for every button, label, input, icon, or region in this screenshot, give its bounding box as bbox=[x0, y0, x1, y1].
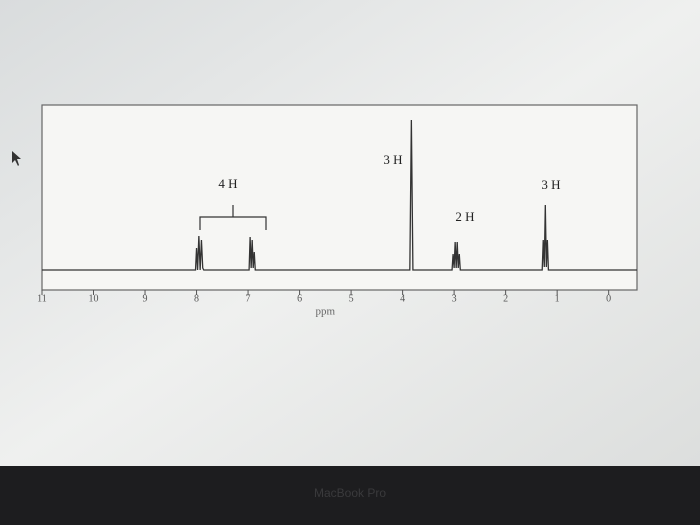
x-axis-label: ppm bbox=[316, 306, 336, 318]
integration-label: 3 H bbox=[541, 177, 560, 192]
device-label: MacBook Pro bbox=[314, 486, 386, 500]
x-tick-label: 5 bbox=[349, 293, 354, 304]
x-tick-label: 8 bbox=[194, 293, 199, 304]
integration-label: 4 H bbox=[218, 176, 237, 191]
x-tick-label: 3 bbox=[452, 293, 457, 304]
integration-label: 2 H bbox=[455, 209, 474, 224]
annotations: 4 H 3 H 2 H 3 H bbox=[218, 152, 560, 224]
x-tick-label: 7 bbox=[246, 293, 251, 304]
spectrum-line bbox=[42, 119, 637, 271]
x-tick-label: 2 bbox=[503, 293, 508, 304]
x-tick-label: 4 bbox=[400, 293, 405, 304]
integration-label: 3 H bbox=[383, 152, 402, 167]
x-tick-label: 0 bbox=[606, 293, 611, 304]
integration-bracket bbox=[199, 205, 267, 230]
x-tick-label: 9 bbox=[143, 293, 148, 304]
x-tick-label: 6 bbox=[297, 293, 302, 304]
bezel bbox=[0, 466, 700, 525]
x-tick-label: 1 bbox=[555, 293, 560, 304]
cursor bbox=[12, 151, 21, 166]
plot-frame bbox=[41, 104, 638, 291]
x-tick-label: 11 bbox=[37, 293, 47, 304]
x-tick-label: 10 bbox=[89, 293, 99, 304]
